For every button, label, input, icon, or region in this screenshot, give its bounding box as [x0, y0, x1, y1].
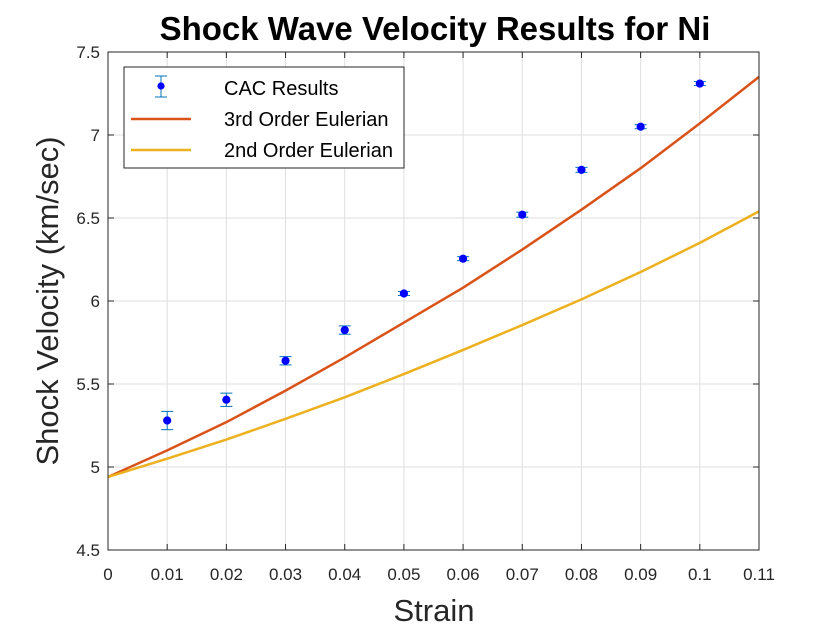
legend: CAC Results 3rd Order Eulerian 2nd Order E… [123, 66, 405, 169]
series-layer [107, 75, 760, 479]
data-marker [281, 356, 290, 365]
x-tick-labels: 0 0.01 0.02 0.03 0.04 0.05 0.06 0.07 0.08 0.09 0.1… [103, 565, 775, 584]
cac-data-point [457, 254, 470, 263]
x-tick-label: 0.07 [506, 565, 539, 584]
data-marker [695, 79, 704, 88]
axis-ticks [107, 51, 760, 551]
y-tick-label: 6 [91, 292, 100, 311]
x-tick-label: 0.08 [565, 565, 598, 584]
cac-data-point [634, 122, 647, 131]
cac-data-point [516, 210, 529, 219]
data-marker [340, 325, 349, 335]
x-axis-label: Strain [394, 593, 475, 628]
cac-data-point [575, 165, 588, 174]
x-tick-label: 0.05 [387, 565, 420, 584]
x-tick-label: 0.06 [447, 565, 480, 584]
legend-label: 3rd Order Eulerian [224, 109, 389, 131]
legend-entry-cac-results: CAC Results [155, 75, 338, 100]
y-tick-labels: 4.5 5 5.5 6 6.5 7 7.5 [76, 43, 100, 560]
x-tick-label: 0.1 [688, 565, 712, 584]
chart-title: Shock Wave Velocity Results for Ni [160, 10, 711, 47]
x-tick-label: 0 [103, 565, 112, 584]
cac-data-point [338, 325, 351, 335]
data-marker [577, 165, 586, 174]
legend-label: 2nd Order Eulerian [224, 140, 393, 162]
x-tick-label: 0.09 [624, 565, 657, 584]
y-tick-label: 5 [91, 458, 100, 477]
cac-data-point [397, 289, 410, 298]
data-marker [399, 289, 409, 298]
cac-data-point [693, 79, 706, 88]
legend-entry-3rd-order-eulerian: 3rd Order Eulerian [131, 109, 389, 131]
data-marker [518, 210, 527, 219]
y-axis-label: Shock Velocity (km/sec) [30, 136, 65, 465]
data-marker [458, 254, 468, 263]
x-tick-label: 0.02 [210, 565, 243, 584]
cac-data-point [279, 356, 292, 366]
series-line-2nd-order-eulerian [107, 210, 760, 479]
y-tick-label: 6.5 [76, 209, 100, 228]
y-tick-label: 7.5 [76, 43, 100, 62]
legend-marker-icon [157, 82, 165, 90]
x-tick-label: 0.11 [743, 565, 775, 584]
data-marker [163, 416, 172, 425]
y-tick-label: 5.5 [76, 375, 100, 394]
legend-entry-2nd-order-eulerian: 2nd Order Eulerian [131, 140, 393, 162]
legend-entries: CAC Results 3rd Order Eulerian 2nd Order E… [131, 75, 393, 162]
data-marker [636, 122, 645, 131]
x-tick-label: 0.04 [328, 565, 361, 584]
x-tick-label: 0.01 [151, 565, 184, 584]
y-tick-label: 4.5 [76, 541, 100, 560]
data-marker [222, 395, 231, 404]
legend-label: CAC Results [224, 78, 338, 100]
y-tick-label: 7 [91, 126, 100, 145]
x-tick-label: 0.03 [269, 565, 302, 584]
cac-data-point [220, 392, 233, 407]
cac-data-point [161, 410, 174, 431]
series-line-3rd-order-eulerian [107, 75, 760, 479]
